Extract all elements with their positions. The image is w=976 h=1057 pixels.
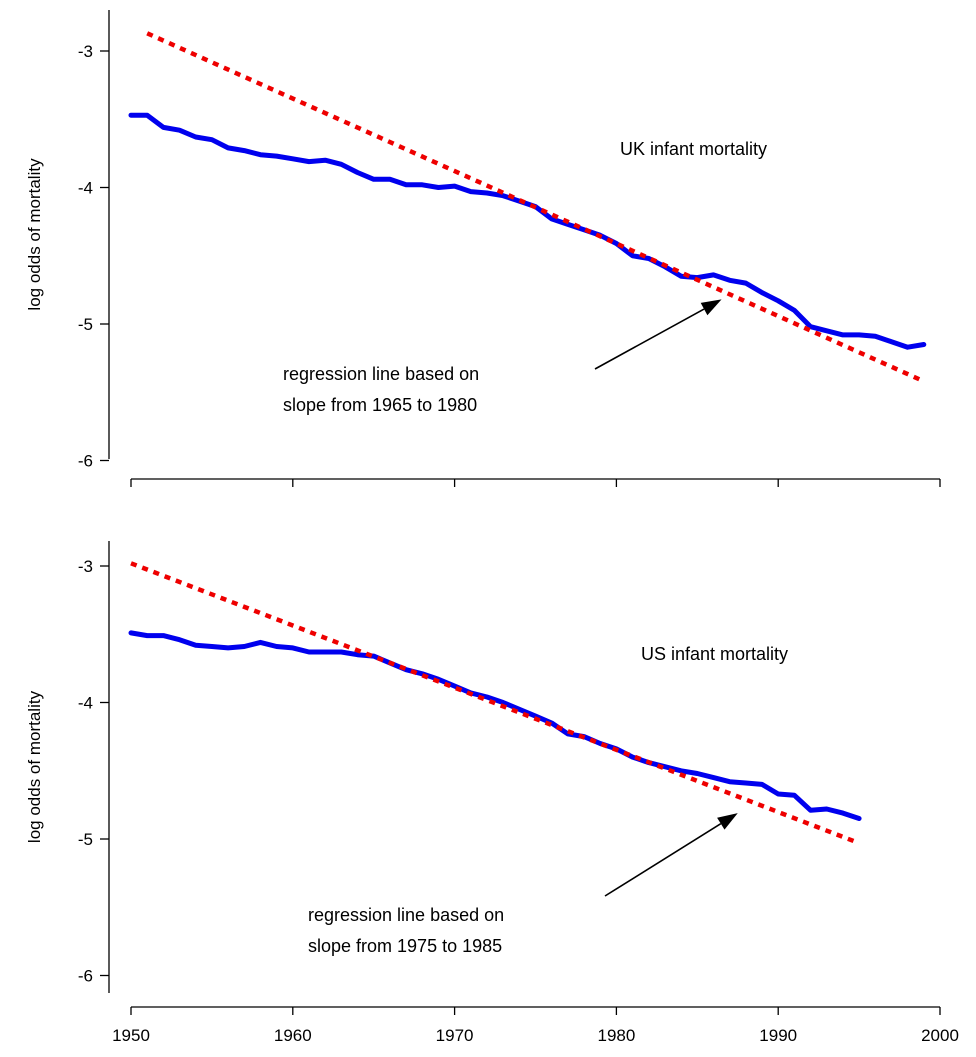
annotation-arrow-shaft [604, 822, 722, 897]
x-tick-label: 1970 [436, 1026, 474, 1045]
x-tick-label: 1980 [597, 1026, 635, 1045]
mortality-series-line [128, 630, 862, 821]
y-axis-label: log odds of mortality [25, 158, 44, 311]
y-tick-label: -5 [78, 315, 93, 334]
panel-title: US infant mortality [641, 644, 788, 664]
y-tick-label: -3 [78, 557, 93, 576]
annotation-arrow-shaft [594, 308, 705, 370]
y-tick-label: -6 [78, 967, 93, 986]
y-tick-label: -3 [78, 42, 93, 61]
y-tick-label: -4 [78, 694, 93, 713]
annotation-text: slope from 1975 to 1985 [308, 936, 502, 956]
x-tick-label: 1990 [759, 1026, 797, 1045]
panel-title: UK infant mortality [620, 139, 767, 159]
annotation-text: regression line based on [308, 905, 504, 925]
regression-line [130, 561, 860, 846]
y-tick-label: -5 [78, 830, 93, 849]
annotation-text: slope from 1965 to 1980 [283, 395, 477, 415]
annotation-arrow-head [700, 299, 722, 316]
y-tick-label: -6 [78, 452, 93, 471]
annotation-arrow-head [717, 813, 738, 830]
y-axis-label: log odds of mortality [25, 690, 44, 843]
y-tick-label: -4 [78, 179, 93, 198]
x-tick-label: 2000 [921, 1026, 959, 1045]
uk-mortality-panel: -3 -4 -5 -6 log odds of mortality UK infant m… [25, 10, 941, 487]
annotation-text: regression line based on [283, 364, 479, 384]
mortality-series-line [128, 112, 927, 350]
x-tick-label: 1960 [274, 1026, 312, 1045]
regression-line [146, 31, 925, 384]
x-tick-label: 1950 [112, 1026, 150, 1045]
us-mortality-panel: -3 -4 -5 -6 log odds of mortality 1950 1960 197… [25, 541, 959, 1045]
